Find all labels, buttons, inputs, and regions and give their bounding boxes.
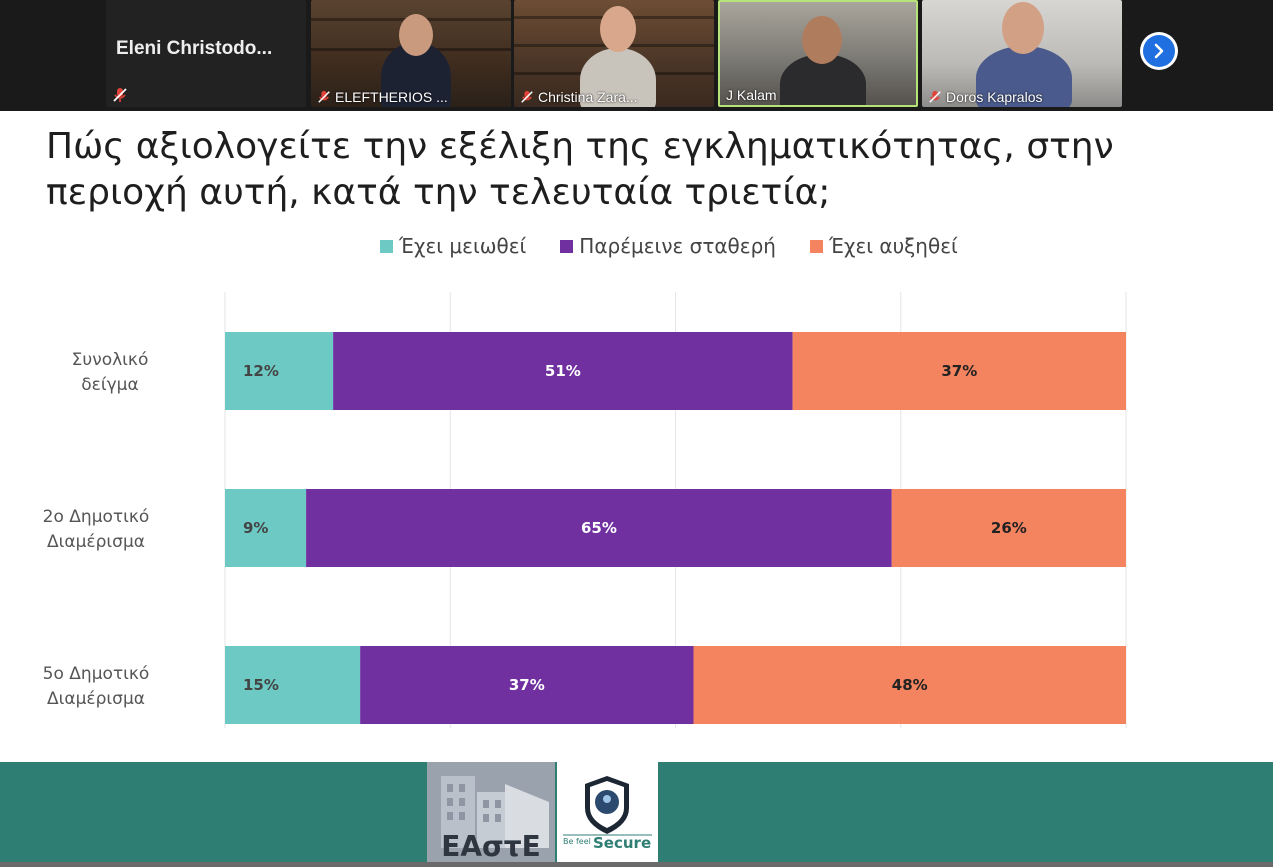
bar-segment <box>225 646 361 724</box>
legend-label: Έχει αυξηθεί <box>828 234 958 258</box>
data-label: 9% <box>243 519 268 537</box>
chart-legend: Έχει μειωθεί Παρέμεινε σταθερή Έχει αυξη… <box>380 234 958 258</box>
participant-name: ELEFTHERIOS ... <box>335 89 448 105</box>
participant-tile-4[interactable]: Doros Kapralos <box>922 0 1122 107</box>
participant-tile-2[interactable]: Christina Zara... <box>514 0 714 107</box>
befeelsecure-logo: Be feel Secure <box>557 762 658 862</box>
participant-name: Christina Zara... <box>538 89 638 105</box>
window-bottom-edge <box>0 862 1273 867</box>
bar-segment <box>225 332 334 410</box>
participant-video <box>580 48 656 107</box>
data-label: 12% <box>243 362 279 380</box>
easte-logo: ΕΑστΕ <box>427 762 555 862</box>
category-label-line: Διαμέρισμα <box>47 689 145 709</box>
befeel-small-text: Be feel <box>563 837 591 846</box>
next-participants-button[interactable] <box>1140 32 1178 70</box>
slide-title-line-2: περιοχή αυτή, κατά την τελευταία τριετία… <box>46 172 831 213</box>
legend-item-stable: Παρέμεινε σταθερή <box>560 234 776 258</box>
slide-title-line-1: Πώς αξιολογείτε την εξέλιξη της εγκληματ… <box>46 126 1114 167</box>
legend-item-increased: Έχει αυξηθεί <box>809 234 958 258</box>
chevron-right-icon <box>1154 43 1164 59</box>
participant-tile-3-active-speaker[interactable]: J Kalam <box>718 0 918 107</box>
category-label-line: Διαμέρισμα <box>47 532 145 552</box>
category-label-line: 5ο Δημοτικό <box>43 664 150 684</box>
participant-name: Doros Kapralos <box>946 89 1043 105</box>
befeel-logo-text: Secure <box>593 834 651 852</box>
legend-item-decreased: Έχει μειωθεί <box>380 234 526 258</box>
category-label: 5ο Δημοτικό Διαμέρισμα <box>43 664 150 709</box>
legend-label: Έχει μειωθεί <box>399 234 527 258</box>
bar-segment <box>360 646 694 724</box>
category-label-line: Συνολικό <box>72 350 149 370</box>
participant-tile-0[interactable]: Eleni Christodo... <box>106 0 306 107</box>
bar-segment <box>693 646 1126 724</box>
muted-mic-icon <box>929 90 941 103</box>
legend-label: Παρέμεινε σταθερή <box>579 234 776 258</box>
muted-mic-icon <box>318 90 330 103</box>
legend-swatch <box>560 239 574 253</box>
bar-segment <box>792 332 1126 410</box>
category-label-line: 2ο Δημοτικό <box>43 507 150 527</box>
data-label: 65% <box>581 519 617 537</box>
easte-logo-text: ΕΑστΕ <box>441 830 541 862</box>
stacked-bar-chart: 12% 51% 37% Συνολικό δείγμα 9% 65% 26% 2ο Δημοτι… <box>43 292 1127 728</box>
participant-video <box>976 46 1072 107</box>
video-participant-strip: Eleni Christodo... ELEFTHERIOS ... <box>0 0 1273 111</box>
bar-segment <box>306 489 892 567</box>
bar-segment <box>891 489 1126 567</box>
data-label: 37% <box>941 362 977 380</box>
slide-title: Πώς αξιολογείτε την εξέλιξη της εγκληματ… <box>46 124 1226 216</box>
data-label: 37% <box>509 676 545 694</box>
participant-name: Eleni Christodo... <box>116 38 273 59</box>
participant-name: J Kalam <box>726 87 777 103</box>
bar-segment <box>333 332 793 410</box>
data-label: 48% <box>892 676 928 694</box>
muted-mic-icon <box>521 90 533 103</box>
muted-mic-icon <box>113 88 127 102</box>
bar-segment <box>225 489 307 567</box>
participant-tile-1[interactable]: ELEFTHERIOS ... <box>311 0 511 107</box>
category-label-line: δείγμα <box>81 375 138 395</box>
legend-swatch <box>380 239 393 253</box>
legend-swatch <box>809 239 823 253</box>
data-label: 51% <box>545 362 581 380</box>
data-label: 15% <box>243 676 279 694</box>
slide-footer: ΕΑστΕ Be feel Secure <box>0 762 1273 867</box>
category-label: 2ο Δημοτικό Διαμέρισμα <box>43 507 150 552</box>
data-label: 26% <box>991 519 1027 537</box>
category-label: Συνολικό δείγμα <box>72 350 149 395</box>
